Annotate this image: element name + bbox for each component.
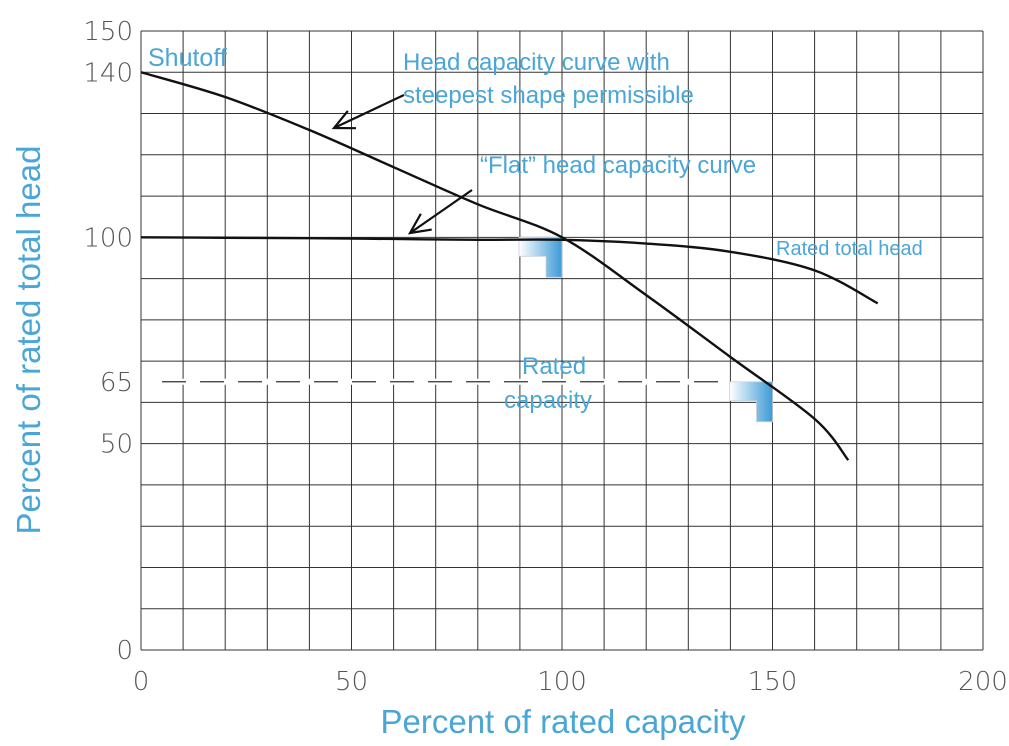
annotation-steep-curve-line2: steepest shape permissible	[403, 82, 694, 109]
annotation-flat-curve: “Flat” head capacity curve	[480, 152, 756, 179]
annotation-rated-capacity-line2: capacity	[504, 387, 592, 414]
rated-capacity-marker	[729, 381, 773, 423]
arrow-to-flat-curve-head	[407, 213, 432, 235]
arrow-to-steep-curve-head	[331, 110, 357, 130]
y-tick-label: 50	[100, 430, 133, 460]
x-tick-label: 0	[133, 667, 150, 697]
y-axis-title: Percent of rated total head	[10, 146, 47, 535]
annotation-rated-total-head: Rated total head	[776, 238, 923, 260]
y-tick-label: 100	[83, 223, 133, 253]
series-line-1	[140, 71, 850, 461]
arrow-to-steep-curve	[333, 94, 405, 129]
x-tick-label: 100	[537, 667, 587, 697]
y-tick-label: 140	[83, 58, 133, 88]
rated-point-marker	[518, 236, 563, 278]
tick-labels: 0 50 100 150 200 0 50 65 100 140 150	[83, 17, 1007, 697]
reference-line-65	[143, 378, 727, 385]
annotation-shutoff: Shutoff	[148, 44, 227, 72]
y-tick-label: 0	[116, 636, 133, 666]
y-tick-label: 150	[83, 17, 133, 47]
x-axis-title: Percent of rated capacity	[380, 703, 746, 740]
x-tick-label: 150	[748, 667, 798, 697]
x-tick-label: 200	[958, 667, 1008, 697]
series-line-2	[140, 236, 879, 305]
series-group	[140, 71, 879, 461]
grid	[140, 30, 984, 651]
x-tick-label: 50	[335, 667, 368, 697]
annotation-arrows	[331, 94, 473, 235]
annotation-steep-curve-line1: Head capacity curve with	[403, 49, 670, 76]
y-tick-label: 65	[100, 368, 133, 398]
arrow-to-flat-curve	[409, 189, 473, 234]
annotation-rated-capacity-line1: Rated	[522, 353, 586, 380]
